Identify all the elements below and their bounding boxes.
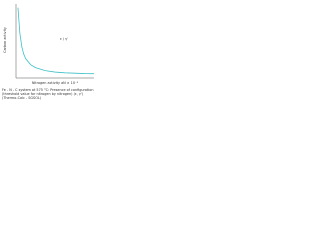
chart: Carbon activity Nitrogen activity aN × 1… xyxy=(3,4,95,85)
y-axis-label: Carbon activity xyxy=(3,27,7,53)
page: {"chart_data": {"type": "line", "y_label… xyxy=(0,0,100,112)
caption: Fe - N - C system at 575 °C: Presence of… xyxy=(2,88,94,101)
legend-label: ε / γ' xyxy=(60,37,68,41)
line xyxy=(17,7,95,75)
x-axis-label: Nitrogen activity aN × 10⁻³ xyxy=(32,81,79,85)
